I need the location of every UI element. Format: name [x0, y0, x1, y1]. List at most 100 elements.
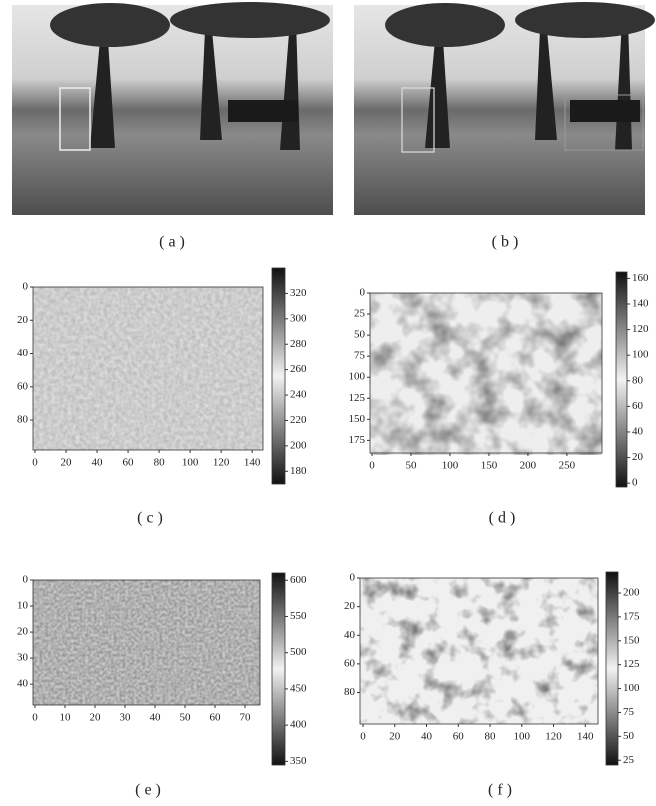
x-tick-label: 120	[545, 731, 562, 743]
colorbar-tick-label: 120	[632, 323, 649, 335]
colorbar	[272, 573, 285, 765]
caption: ( b )	[492, 234, 519, 251]
y-tick-label: 20	[344, 600, 356, 612]
y-tick-label: 60	[17, 380, 29, 392]
heatmap-f	[360, 578, 598, 724]
colorbar-tick-label: 220	[290, 414, 307, 426]
colorbar-tick-label: 40	[632, 426, 644, 438]
colorbar-tick-label: 60	[632, 400, 644, 412]
colorbar-tick-label: 25	[623, 754, 635, 766]
x-tick-label: 80	[154, 457, 166, 469]
caption: ( a )	[159, 234, 185, 251]
x-tick-label: 50	[405, 460, 417, 472]
colorbar-tick-label: 300	[290, 312, 307, 324]
y-tick-label: 40	[17, 678, 29, 690]
x-tick-label: 20	[61, 457, 73, 469]
heatmap-c	[33, 287, 263, 450]
x-tick-label: 70	[240, 712, 252, 724]
y-tick-label: 20	[17, 626, 29, 638]
y-tick-label: 25	[354, 308, 366, 320]
x-tick-label: 150	[481, 460, 498, 472]
figure: ( a )( b )( c )0204060801001201400204060…	[0, 0, 656, 806]
x-tick-label: 0	[369, 460, 375, 472]
y-tick-label: 125	[349, 392, 366, 404]
y-tick-label: 0	[350, 572, 356, 584]
x-tick-label: 40	[92, 457, 104, 469]
y-tick-label: 10	[17, 600, 29, 612]
y-tick-label: 75	[354, 350, 366, 362]
x-tick-label: 140	[577, 731, 594, 743]
x-tick-label: 100	[182, 457, 199, 469]
y-tick-label: 0	[23, 281, 29, 293]
y-tick-label: 100	[349, 371, 366, 383]
y-tick-label: 150	[349, 413, 366, 425]
x-tick-label: 0	[32, 712, 38, 724]
colorbar-tick-label: 500	[290, 646, 307, 658]
y-tick-label: 50	[354, 329, 366, 341]
x-tick-label: 0	[32, 457, 38, 469]
x-tick-label: 60	[453, 731, 465, 743]
colorbar-tick-label: 150	[623, 634, 640, 646]
x-tick-label: 40	[150, 712, 162, 724]
x-tick-label: 80	[485, 731, 497, 743]
x-tick-label: 60	[210, 712, 222, 724]
y-tick-label: 60	[344, 657, 356, 669]
colorbar-tick-label: 350	[290, 755, 307, 767]
colorbar-tick-label: 140	[632, 298, 649, 310]
colorbar-tick-label: 20	[632, 451, 644, 463]
colorbar-tick-label: 260	[290, 363, 307, 375]
colorbar-tick-label: 125	[623, 658, 640, 670]
x-tick-label: 30	[120, 712, 132, 724]
colorbar-tick-label: 160	[632, 272, 649, 284]
x-tick-label: 120	[213, 457, 230, 469]
colorbar-tick-label: 175	[623, 610, 640, 622]
photo-a	[12, 2, 333, 215]
x-tick-label: 100	[514, 731, 531, 743]
x-tick-label: 100	[442, 460, 459, 472]
y-tick-label: 80	[17, 414, 29, 426]
y-tick-label: 40	[17, 347, 29, 359]
y-tick-label: 0	[360, 287, 366, 299]
colorbar-tick-label: 450	[290, 682, 307, 694]
colorbar-tick-label: 280	[290, 338, 307, 350]
y-tick-label: 175	[349, 434, 366, 446]
colorbar	[272, 268, 285, 484]
colorbar-tick-label: 50	[623, 730, 635, 742]
photo-b	[354, 2, 655, 215]
colorbar-tick-label: 400	[290, 719, 307, 731]
caption: ( f )	[488, 782, 512, 799]
colorbar-tick-label: 75	[623, 706, 635, 718]
y-tick-label: 30	[17, 652, 29, 664]
heatmap-e	[33, 580, 260, 705]
x-tick-label: 40	[421, 731, 433, 743]
x-tick-label: 60	[123, 457, 135, 469]
colorbar-tick-label: 0	[632, 477, 638, 489]
colorbar-tick-label: 240	[290, 389, 307, 401]
x-tick-label: 20	[90, 712, 102, 724]
colorbar-tick-label: 320	[290, 287, 307, 299]
x-tick-label: 10	[60, 712, 72, 724]
x-tick-label: 250	[559, 460, 576, 472]
caption: ( e )	[135, 782, 161, 799]
y-tick-label: 40	[344, 629, 356, 641]
caption: ( d )	[489, 510, 516, 527]
colorbar-tick-label: 100	[632, 349, 649, 361]
colorbar	[606, 572, 618, 765]
heatmap-d	[370, 293, 602, 455]
x-tick-label: 140	[244, 457, 261, 469]
x-tick-label: 20	[389, 731, 401, 743]
x-tick-label: 0	[360, 731, 366, 743]
y-tick-label: 20	[17, 314, 29, 326]
colorbar-tick-label: 200	[623, 587, 640, 599]
colorbar-tick-label: 550	[290, 610, 307, 622]
y-tick-label: 0	[23, 574, 29, 586]
colorbar	[616, 272, 627, 487]
colorbar-tick-label: 600	[290, 574, 307, 586]
caption: ( c )	[137, 510, 163, 527]
x-tick-label: 50	[180, 712, 192, 724]
colorbar-tick-label: 200	[290, 439, 307, 451]
colorbar-tick-label: 100	[623, 682, 640, 694]
colorbar-tick-label: 180	[290, 465, 307, 477]
y-tick-label: 80	[344, 686, 356, 698]
colorbar-tick-label: 80	[632, 374, 644, 386]
